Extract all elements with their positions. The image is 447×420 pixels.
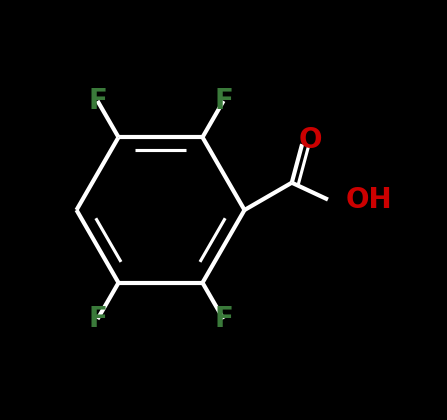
Text: O: O bbox=[299, 126, 322, 154]
Text: F: F bbox=[88, 87, 107, 115]
Text: F: F bbox=[88, 305, 107, 333]
Text: OH: OH bbox=[346, 186, 392, 213]
Text: F: F bbox=[214, 305, 233, 333]
Text: F: F bbox=[214, 87, 233, 115]
